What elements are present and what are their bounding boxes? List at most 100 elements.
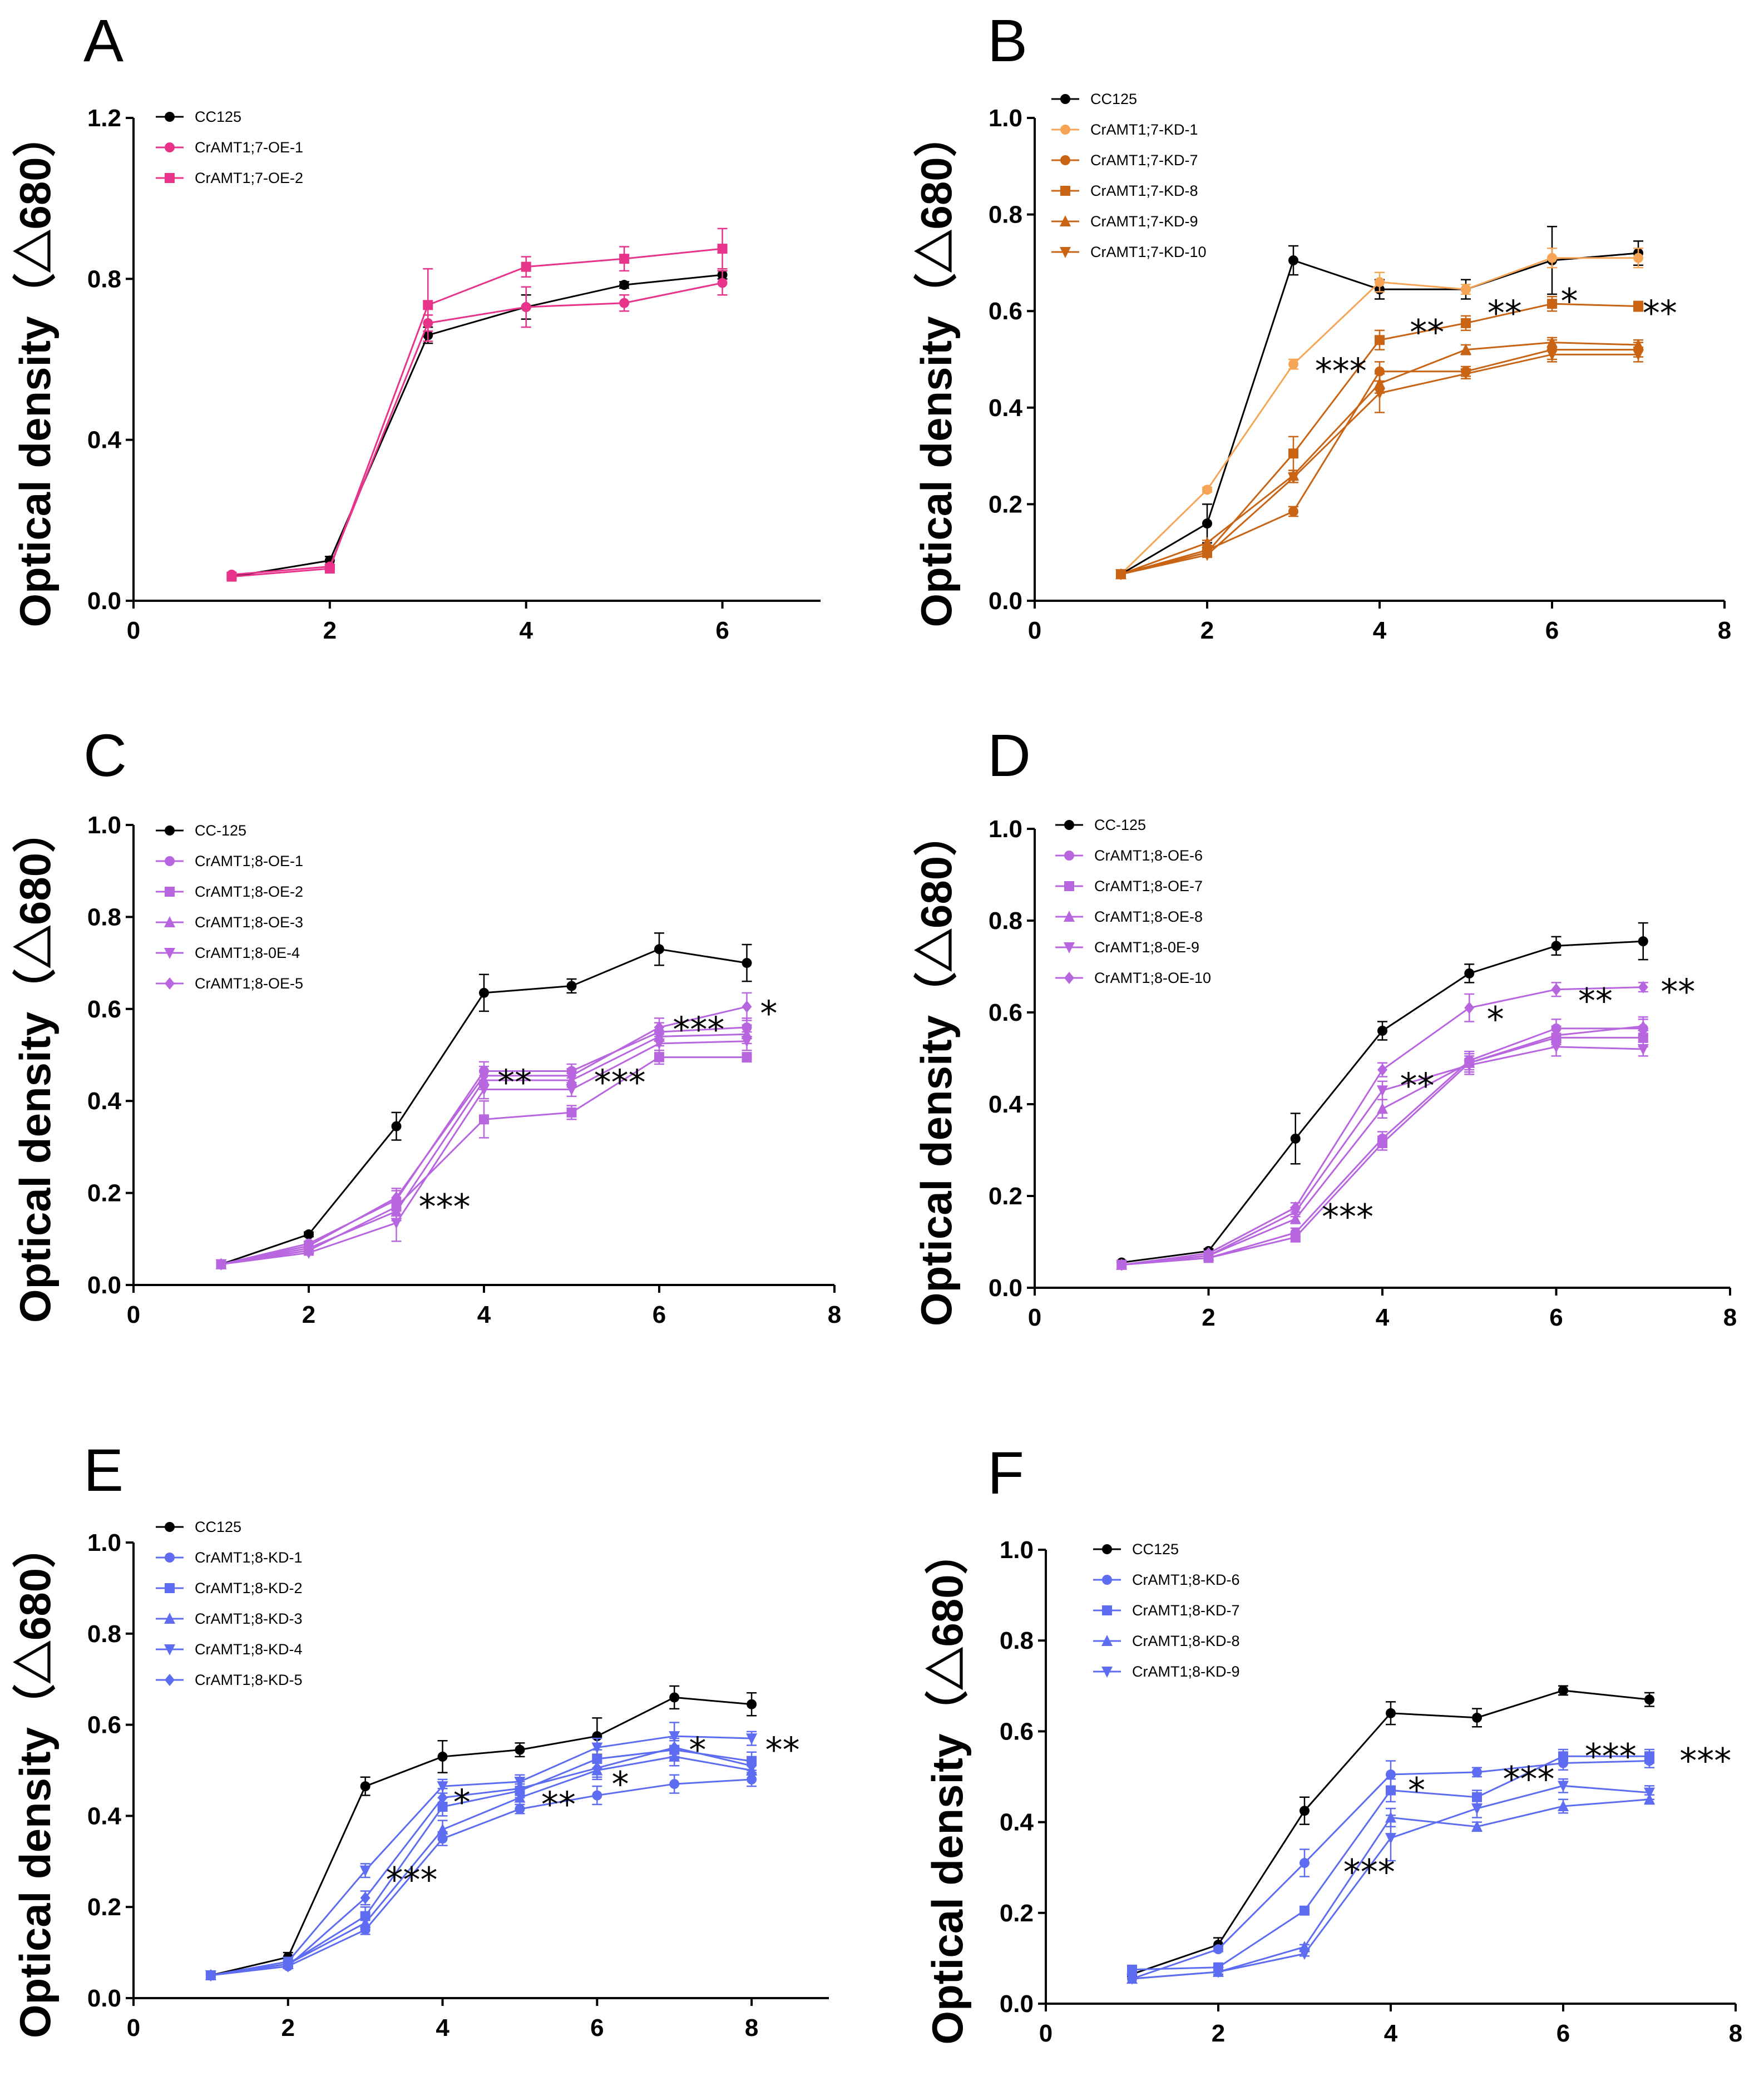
y-tick-label: 0.0 [87,1985,121,2012]
legend-label: CrAMT1;8-OE-5 [195,975,303,992]
x-tick-label: 4 [436,2014,449,2042]
data-point [1472,1767,1482,1777]
legend-label: CrAMT1;8-0E-9 [1094,939,1199,956]
panel-E: E 0.0 0.2 0.4 0.6 0.8 1.0 0 2 4 6 8 Optical density（… [11,1436,829,2042]
significance-label: ** [1488,293,1522,334]
y-tick-label: 1.0 [1000,1536,1034,1564]
legend-label: CC-125 [1094,817,1146,833]
data-point [1461,318,1471,328]
legend-marker [1064,942,1075,953]
data-point [1633,301,1643,312]
legend-item: CC-125 [156,822,246,839]
legend-label: CrAMT1;8-KD-8 [1132,1633,1240,1649]
data-point [566,1084,577,1096]
legend-label: CrAMT1;8-OE-6 [1094,847,1203,864]
significance-label: ** [1410,312,1444,353]
legend-marker [1102,1605,1112,1615]
legend-item: CrAMT1;8-OE-8 [1055,908,1203,925]
significance-label: *** [673,1010,724,1050]
data-point [1460,343,1471,355]
legend-label: CC125 [1090,91,1137,107]
data-point [1377,1026,1387,1036]
legend-item: CrAMT1;7-KD-7 [1051,152,1198,169]
legend-item: CC-125 [1055,817,1146,833]
significance-label: *** [1343,1852,1395,1892]
series-3 [226,228,728,582]
legend-label: CC125 [195,108,241,125]
legend-marker [1064,881,1074,891]
legend-item: CrAMT1;8-KD-4 [156,1641,303,1658]
data-point [742,1052,752,1062]
data-point [619,254,630,264]
data-point [1550,1041,1562,1053]
data-point [1464,968,1475,978]
y-axis-label: Optical density（△680） [923,1531,972,2044]
data-point [1386,1785,1396,1796]
legend-item: CrAMT1;8-KD-8 [1093,1633,1240,1649]
data-point [669,1692,680,1703]
legend-label: CC-125 [195,822,246,839]
y-tick-label: 0.6 [989,298,1022,325]
data-point [437,1791,448,1804]
data-point [1374,388,1385,399]
data-point [1299,1806,1310,1816]
legend-item: CrAMT1;8-OE-1 [156,853,303,869]
data-point [1377,1138,1387,1149]
data-point [226,571,237,582]
data-point [1202,550,1213,561]
y-tick-label: 0.2 [87,1180,121,1207]
data-point [1464,1060,1475,1071]
legend-item: CrAMT1;8-0E-9 [1055,939,1199,956]
legend-label: CrAMT1;8-KD-2 [195,1580,303,1596]
data-point [1299,1905,1310,1916]
data-point [1551,941,1562,951]
legend-item: CrAMT1;7-KD-10 [1051,244,1207,260]
x-tick-label: 4 [1373,617,1387,644]
legend-marker [164,948,175,959]
data-point [303,1248,314,1259]
legend-item: CrAMT1;7-KD-9 [1051,213,1198,230]
data-point [515,1782,525,1795]
data-point [1547,253,1557,263]
data-point [592,1762,602,1774]
data-point [437,1823,448,1835]
series-6 [1116,981,1648,1271]
legend-label: CrAMT1;8-OE-3 [195,914,303,931]
y-tick-label: 1.2 [87,105,121,132]
data-point [216,1258,226,1271]
data-point [1288,472,1299,484]
data-point [1471,1820,1483,1832]
y-tick-label: 0.8 [87,265,121,293]
data-point [1290,1201,1301,1214]
data-point [304,1239,314,1252]
y-axis-label-unit: （△680） [11,809,60,1012]
y-tick-label: 0.2 [87,1894,121,1921]
legend-item: CrAMT1;8-KD-1 [156,1549,303,1566]
legend-label: CC125 [195,1519,241,1535]
x-tick-label: 8 [1723,1304,1737,1331]
data-point [1386,1769,1396,1780]
data-point [515,1744,525,1755]
legend-marker [165,1674,175,1686]
data-point [1213,1944,1223,1955]
data-point [741,1036,753,1047]
data-point [747,1759,757,1772]
data-point [423,300,433,310]
x-tick-label: 6 [1557,2020,1570,2047]
data-point [359,1865,371,1877]
data-point [566,1107,577,1118]
data-point [514,1791,526,1803]
data-point [1202,536,1213,548]
legend-marker [164,1644,175,1655]
significance-label: *** [1315,351,1367,392]
y-tick-label: 1.0 [87,812,121,839]
x-tick-label: 0 [1028,1304,1041,1331]
legend-marker [165,1522,175,1532]
legend-label: CrAMT1;7-KD-1 [1090,121,1198,138]
data-point [1377,1064,1387,1076]
y-axis-label-text: Optical density [912,1015,961,1326]
x-tick-label: 8 [1729,2020,1742,2047]
data-point [591,1742,603,1754]
data-point [592,1790,602,1801]
data-point [1644,1751,1654,1762]
